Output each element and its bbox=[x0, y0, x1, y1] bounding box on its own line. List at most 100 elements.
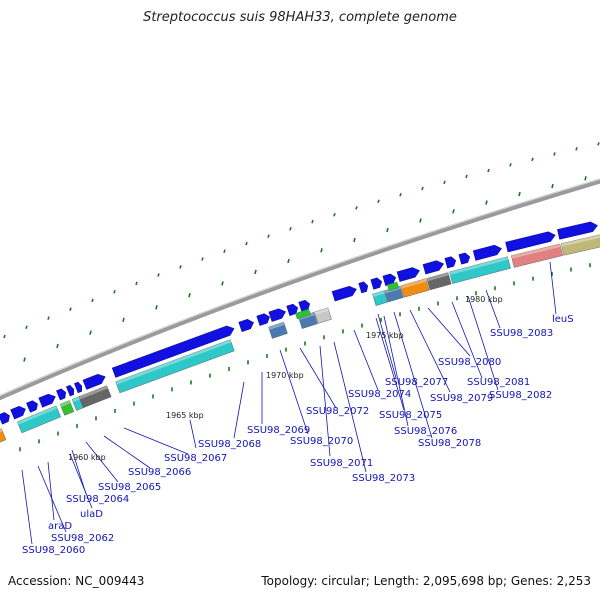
forward-gene-arrow[interactable] bbox=[298, 299, 312, 313]
reverse-gene-block[interactable] bbox=[449, 256, 511, 284]
reverse-gene-block[interactable] bbox=[400, 278, 430, 298]
forward-gene-arrow[interactable] bbox=[286, 303, 300, 316]
gene-label[interactable]: SSU98_2081 bbox=[467, 377, 530, 388]
forward-gene-arrow[interactable] bbox=[422, 259, 445, 275]
forward-gene-arrow[interactable] bbox=[382, 273, 397, 286]
gene-label[interactable]: leuS bbox=[552, 314, 574, 325]
tick-mark bbox=[465, 174, 468, 179]
gene-label[interactable]: SSU98_2068 bbox=[198, 439, 261, 450]
scale-label-1960: 1960 kbp bbox=[68, 453, 106, 462]
reverse-gene-block[interactable] bbox=[372, 290, 388, 306]
gene-label[interactable]: SSU98_2075 bbox=[379, 410, 442, 421]
gene-label[interactable]: SSU98_2066 bbox=[128, 467, 191, 478]
label-connector bbox=[375, 317, 405, 411]
gene-label[interactable]: SSU98_2078 bbox=[418, 438, 481, 449]
reverse-gene-block[interactable] bbox=[560, 234, 600, 256]
forward-gene-arrow[interactable] bbox=[238, 318, 255, 333]
reverse-gene-block[interactable] bbox=[115, 339, 235, 394]
gene-label[interactable]: SSU98_2073 bbox=[352, 473, 415, 484]
gene-label[interactable]: SSU98_2072 bbox=[306, 406, 369, 417]
gene-label[interactable]: SSU98_2065 bbox=[98, 482, 161, 493]
reverse-gene-block[interactable] bbox=[78, 385, 112, 409]
gene-label[interactable]: SSU98_2079 bbox=[430, 393, 493, 404]
forward-gene-arrow[interactable] bbox=[358, 281, 370, 294]
label-connector bbox=[383, 315, 409, 427]
tick-mark bbox=[201, 257, 204, 261]
forward-gene-arrow[interactable] bbox=[268, 307, 287, 322]
tick-mark bbox=[333, 212, 336, 217]
forward-gene-arrow[interactable] bbox=[10, 404, 28, 420]
forward-gene-arrow[interactable] bbox=[26, 399, 39, 413]
forward-gene-arrow[interactable] bbox=[56, 388, 67, 401]
forward-gene-arrow[interactable] bbox=[256, 312, 272, 326]
scale-label-1975: 1975 kbp bbox=[366, 331, 404, 340]
forward-gene-arrow[interactable] bbox=[396, 266, 421, 282]
gene-label[interactable]: SSU98_2080 bbox=[438, 357, 501, 368]
label-connector bbox=[233, 381, 245, 439]
forward-gene-arrow[interactable] bbox=[38, 392, 58, 408]
tick-mark bbox=[355, 206, 358, 210]
tick-mark bbox=[179, 265, 182, 269]
tick-mark bbox=[3, 334, 6, 339]
label-connector bbox=[467, 295, 499, 391]
tick-mark bbox=[551, 183, 554, 189]
gene-label[interactable]: SSU98_2069 bbox=[247, 425, 310, 436]
forward-gene-arrow[interactable] bbox=[444, 256, 457, 269]
tick-mark bbox=[399, 193, 402, 197]
label-connector bbox=[21, 469, 33, 545]
forward-gene-arrow[interactable] bbox=[370, 277, 383, 290]
forward-gene-arrow[interactable] bbox=[331, 284, 358, 302]
gene-label[interactable]: SSU98_2077 bbox=[385, 377, 448, 388]
reverse-gene-block[interactable] bbox=[268, 321, 288, 339]
tick-mark bbox=[122, 317, 125, 323]
forward-gene-arrow[interactable] bbox=[66, 385, 75, 397]
reverse-gene-block[interactable] bbox=[295, 308, 311, 320]
tick-mark bbox=[89, 330, 92, 335]
label-connector bbox=[103, 435, 151, 469]
forward-gene-arrow[interactable] bbox=[74, 381, 83, 394]
tick-mark bbox=[287, 258, 290, 264]
gene-label[interactable]: SSU98_2083 bbox=[490, 328, 553, 339]
forward-gene-arrow[interactable] bbox=[458, 252, 471, 265]
genome-backbone bbox=[0, 178, 600, 401]
gene-label[interactable]: SSU98_2082 bbox=[489, 390, 552, 401]
forward-gene-arrow[interactable] bbox=[557, 221, 598, 240]
gene-label[interactable]: SSU98_2064 bbox=[66, 494, 129, 505]
tick-mark bbox=[377, 199, 380, 204]
gene-label[interactable]: SSU98_2070 bbox=[290, 436, 353, 447]
gene-label[interactable]: SSU98_2074 bbox=[348, 389, 411, 400]
tick-mark bbox=[223, 249, 226, 253]
tick-mark bbox=[320, 248, 323, 253]
tick-mark bbox=[509, 163, 512, 167]
tick-mark bbox=[531, 157, 534, 162]
forward-gene-arrow[interactable] bbox=[82, 372, 107, 390]
forward-gene-arrow[interactable] bbox=[0, 411, 12, 425]
gene-label[interactable]: SSU98_2062 bbox=[51, 533, 114, 544]
gene-label[interactable]: araD bbox=[48, 521, 72, 532]
tick-mark bbox=[485, 200, 488, 205]
reverse-strand-genes bbox=[0, 234, 600, 444]
reverse-gene-block[interactable] bbox=[387, 281, 399, 291]
tick-mark bbox=[386, 227, 389, 233]
label-connector bbox=[85, 441, 119, 483]
reverse-gene-block[interactable] bbox=[314, 307, 332, 324]
gene-label[interactable]: SSU98_2071 bbox=[310, 458, 373, 469]
gene-label[interactable]: SSU98_2060 bbox=[22, 545, 85, 556]
reverse-gene-block[interactable] bbox=[0, 428, 7, 444]
reverse-gene-block[interactable] bbox=[511, 243, 563, 268]
reverse-gene-block[interactable] bbox=[17, 405, 61, 434]
reverse-gene-block[interactable] bbox=[426, 272, 452, 291]
gene-label[interactable]: SSU98_2076 bbox=[394, 426, 457, 437]
tick-mark bbox=[419, 218, 422, 223]
reverse-gene-block[interactable] bbox=[59, 400, 75, 416]
label-connector bbox=[279, 349, 309, 435]
label-connector bbox=[485, 289, 501, 329]
scale-label-1965: 1965 kbp bbox=[166, 411, 204, 420]
forward-gene-arrow[interactable] bbox=[505, 230, 557, 253]
forward-gene-arrow[interactable] bbox=[111, 324, 236, 378]
gene-label[interactable]: SSU98_2067 bbox=[164, 453, 227, 464]
gene-label[interactable]: ulaD bbox=[80, 509, 103, 520]
forward-gene-arrow[interactable] bbox=[472, 244, 503, 261]
